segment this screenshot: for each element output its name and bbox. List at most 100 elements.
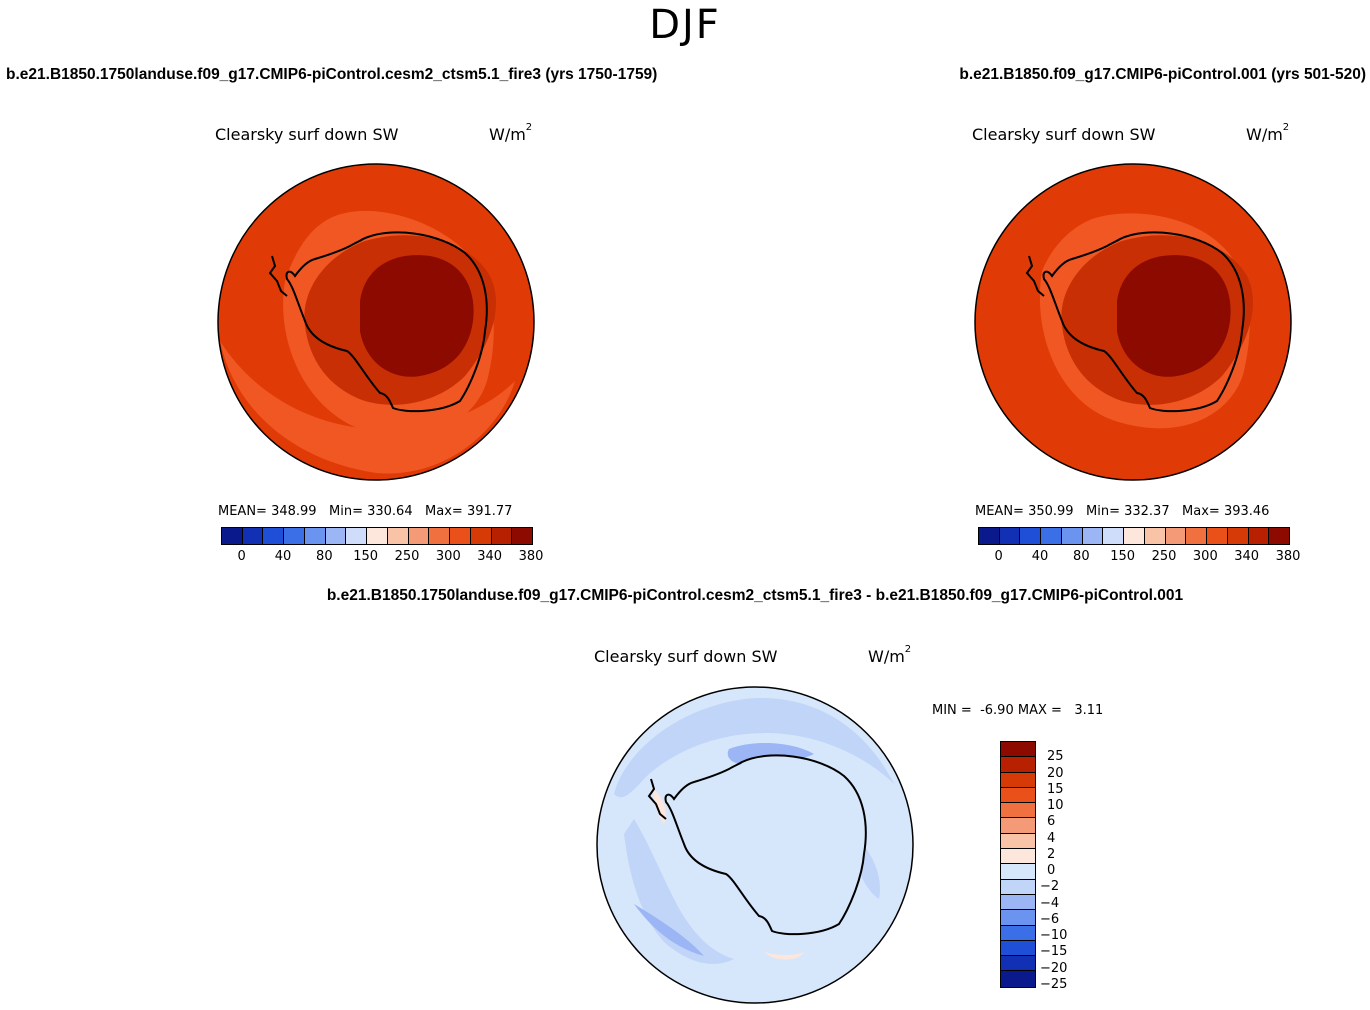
colorbar-tick-label: −4 — [1040, 895, 1060, 911]
season-title: DJF — [649, 2, 721, 48]
diff-polar-map — [596, 686, 914, 1004]
colorbar-tick-label: 40 — [274, 549, 292, 564]
left-units: W/m2 — [489, 122, 533, 144]
colorbar-box — [1165, 528, 1187, 544]
colorbar-tick-label: 250 — [1151, 549, 1177, 564]
left-case-name: b.e21.B1850.1750landuse.f09_g17.CMIP6-pi… — [6, 66, 658, 83]
diff-colorbar — [1000, 741, 1036, 988]
colorbar-box — [1001, 787, 1035, 804]
right-polar-map — [974, 163, 1292, 481]
colorbar-box — [387, 528, 409, 544]
colorbar-box — [1186, 528, 1208, 544]
left-plot-title: Clearsky surf down SW — [215, 125, 399, 144]
colorbar-box — [408, 528, 430, 544]
colorbar-box — [1001, 849, 1035, 865]
left-colorbar-ticks: 0 40 80 150 250 300 340 380 — [221, 549, 544, 567]
colorbar-tick-label: 2 — [1047, 846, 1056, 862]
colorbar-box — [1207, 528, 1228, 544]
left-stats: MEAN= 348.99 Min= 330.64 Max= 391.77 — [218, 504, 513, 519]
colorbar-tick-label: 25 — [1047, 749, 1064, 765]
colorbar-box — [1061, 528, 1083, 544]
colorbar-tick-label: 150 — [353, 549, 379, 564]
colorbar-box — [1082, 528, 1104, 544]
colorbar-box — [999, 528, 1021, 544]
colorbar-box — [1020, 528, 1042, 544]
colorbar-tick-label: 40 — [1031, 549, 1049, 564]
colorbar-tick-label: 340 — [1234, 549, 1260, 564]
colorbar-box — [1124, 528, 1145, 544]
colorbar-box — [1001, 742, 1035, 758]
colorbar-tick-label: 0 — [237, 549, 246, 564]
diff-stats: MIN = -6.90 MAX = 3.11 — [932, 703, 1104, 718]
plateau-core — [360, 255, 474, 377]
colorbar-box — [1001, 803, 1035, 819]
diff-units: W/m2 — [868, 644, 912, 666]
colorbar-box — [1001, 818, 1035, 834]
colorbar-tick-label: −25 — [1040, 976, 1068, 992]
colorbar-box — [1001, 925, 1035, 941]
colorbar-box — [367, 528, 388, 544]
colorbar-tick-label: −10 — [1040, 928, 1068, 943]
colorbar-box — [1041, 528, 1062, 544]
left-colorbar — [221, 527, 533, 545]
colorbar-tick-label: 250 — [394, 549, 420, 564]
colorbar-box — [1001, 971, 1035, 987]
colorbar-tick-label: 0 — [1047, 863, 1056, 878]
right-case-name: b.e21.B1850.f09_g17.CMIP6-piControl.001 … — [959, 66, 1366, 83]
right-colorbar-ticks: 0 40 80 150 250 300 340 380 — [978, 549, 1301, 567]
colorbar-tick-label: 10 — [1047, 798, 1064, 813]
colorbar-tick-label: 300 — [435, 549, 461, 564]
colorbar-tick-label: 380 — [518, 549, 544, 564]
colorbar-box — [1144, 528, 1166, 544]
colorbar-box — [1001, 864, 1035, 880]
colorbar-box — [304, 528, 326, 544]
plateau-core — [1117, 255, 1231, 377]
left-polar-map — [217, 163, 535, 481]
colorbar-box — [222, 528, 243, 544]
colorbar-tick-label: 15 — [1047, 781, 1064, 797]
colorbar-box — [1001, 757, 1035, 773]
diff-plot-title: Clearsky surf down SW — [594, 647, 778, 666]
right-plot-title: Clearsky surf down SW — [972, 125, 1156, 144]
colorbar-box — [470, 528, 492, 544]
colorbar-box — [1001, 910, 1035, 926]
colorbar-box — [1001, 940, 1035, 957]
colorbar-tick-label: −6 — [1040, 911, 1060, 927]
colorbar-box — [1269, 528, 1290, 544]
colorbar-box — [429, 528, 451, 544]
colorbar-box — [1001, 894, 1035, 911]
colorbar-box — [450, 528, 471, 544]
colorbar-tick-label: 150 — [1110, 549, 1136, 564]
colorbar-box — [1001, 879, 1035, 895]
colorbar-box — [1103, 528, 1125, 544]
outer-band — [220, 341, 515, 474]
diff-case-name: b.e21.B1850.1750landuse.f09_g17.CMIP6-pi… — [326, 587, 1184, 604]
colorbar-box — [979, 528, 1000, 544]
colorbar-tick-label: 6 — [1047, 814, 1056, 830]
right-stats: MEAN= 350.99 Min= 332.37 Max= 393.46 — [975, 504, 1270, 519]
colorbar-tick-label: 340 — [477, 549, 503, 564]
colorbar-box — [242, 528, 264, 544]
colorbar-tick-label: 300 — [1192, 549, 1218, 564]
colorbar-tick-label: 20 — [1047, 765, 1064, 781]
colorbar-box — [1001, 956, 1035, 972]
colorbar-tick-label: −20 — [1040, 960, 1068, 976]
colorbar-tick-label: 80 — [316, 549, 333, 564]
colorbar-box — [325, 528, 347, 544]
colorbar-tick-label: 380 — [1275, 549, 1301, 564]
right-units: W/m2 — [1246, 122, 1290, 144]
colorbar-tick-label: 4 — [1047, 830, 1056, 846]
colorbar-box — [1227, 528, 1249, 544]
diff-colorbar-ticks: 25 20 15 10 6 4 2 0 −2 −4 −6 −10 −15 −20 −25 — [1040, 741, 1100, 1001]
colorbar-tick-label: −2 — [1040, 879, 1060, 895]
right-colorbar — [978, 527, 1290, 545]
colorbar-tick-label: 80 — [1073, 549, 1090, 564]
colorbar-box — [346, 528, 368, 544]
colorbar-tick-label: −15 — [1040, 944, 1068, 960]
colorbar-box — [1001, 772, 1035, 788]
colorbar-box — [284, 528, 305, 544]
colorbar-box — [263, 528, 285, 544]
colorbar-box — [512, 528, 533, 544]
colorbar-tick-label: 0 — [994, 549, 1003, 564]
colorbar-box — [1248, 528, 1270, 544]
